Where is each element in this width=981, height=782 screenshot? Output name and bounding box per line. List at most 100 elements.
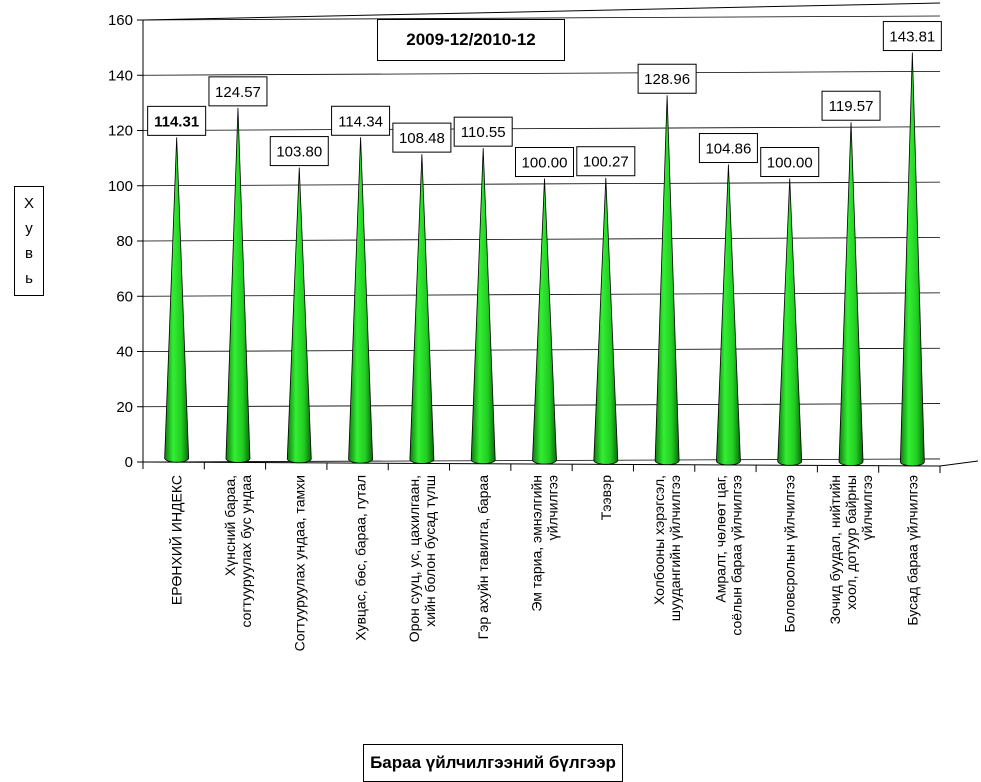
bar-cone <box>164 137 190 463</box>
chart-title: 2009-12/2010-12 <box>377 19 565 61</box>
x-axis-title: Бараа үйлчилгээний бүлгээр <box>363 744 623 782</box>
data-label: 104.86 <box>698 133 758 164</box>
data-label-text: 110.55 <box>461 124 506 141</box>
data-label-text: 103.80 <box>276 144 322 161</box>
category-label-line: Амралт, чөлөөт цаг, <box>712 475 728 603</box>
category-label: Боловсролын үйлчилгээ <box>782 475 798 633</box>
bar-cone <box>716 164 741 466</box>
data-label: 114.31 <box>147 105 207 136</box>
data-label-text: 143.81 <box>889 29 935 46</box>
y-tick-label: 120 <box>108 123 133 140</box>
bar <box>286 167 312 464</box>
category-label-line: соёлын бараа үйлчилгээ <box>728 475 744 636</box>
category-label-line: Хувцас, бөс, бараа, гутал <box>353 475 369 641</box>
gridline <box>142 126 941 131</box>
category-label: Хүнсний бараа, согтууруулах бус ундаа <box>222 475 254 628</box>
data-label-text: 128.96 <box>644 71 690 88</box>
data-label: 119.57 <box>821 90 881 121</box>
category-label-line: хийн болон бусад түлш <box>422 475 438 627</box>
category-label-line: үйлчилгээ <box>545 475 561 540</box>
category-labels: ЕРӨНХИЙ ИНДЕКС Хүнсний бараа, согтууруулах… <box>168 475 921 652</box>
data-label-text: 114.31 <box>154 113 199 130</box>
bar-cone <box>348 137 373 464</box>
category-label: Зочид буудал, нийтийн хоол, дотуур байрны… <box>827 475 875 624</box>
category-label: Согтууруулах ундаа, тамхи <box>291 475 307 651</box>
floor-edge <box>939 460 979 467</box>
data-label-box <box>453 116 513 147</box>
bar-cone <box>286 167 312 464</box>
y-tick-label: 100 <box>108 178 133 195</box>
category-label-line: Бусад бараа үйлчилгээ <box>904 475 920 626</box>
data-label-box <box>576 146 636 177</box>
data-label: 103.80 <box>269 136 329 167</box>
y-axis-title-char: Х <box>23 195 34 212</box>
category-label: ЕРӨНХИЙ ИНДЕКС <box>168 475 185 605</box>
data-label-box <box>515 147 574 177</box>
data-label-text: 100.27 <box>583 154 629 171</box>
bars <box>164 52 925 467</box>
bar <box>716 164 741 466</box>
bar <box>348 137 373 464</box>
data-label: 108.48 <box>392 122 452 153</box>
data-label-text: 114.34 <box>338 113 383 130</box>
data-label: 114.34 <box>331 105 391 136</box>
data-label: 100.00 <box>760 147 820 177</box>
y-axis-title-char: в <box>25 245 33 262</box>
gridline <box>142 237 941 242</box>
y-tick-label: 140 <box>108 67 133 84</box>
category-label: Бусад бараа үйлчилгээ <box>904 475 920 626</box>
data-label-text: 108.48 <box>399 130 445 147</box>
data-label-box <box>637 63 697 94</box>
bar-cone <box>409 154 435 464</box>
data-label-text: 100.00 <box>767 155 813 172</box>
category-label-line: Эм тариа, эмнэлгийн <box>529 475 545 612</box>
plot-top-edge <box>142 2 941 21</box>
category-label: Тээвэр <box>598 475 614 520</box>
category-label-line: Холбооны хэрэгсэл, <box>651 475 667 605</box>
data-label-text: 124.57 <box>215 84 261 101</box>
bar <box>593 177 619 465</box>
category-label-line: ЕРӨНХИЙ ИНДЕКС <box>168 475 185 605</box>
bar <box>777 178 803 466</box>
category-label-line: үйлчилгээ <box>859 475 875 540</box>
category-label-line: Боловсролын үйлчилгээ <box>782 475 798 633</box>
bar <box>899 52 925 467</box>
bar <box>470 148 496 465</box>
bar <box>164 137 190 463</box>
category-label-line: Гэр ахуйн тавилга, бараа <box>475 475 491 640</box>
data-label-box <box>331 105 391 136</box>
category-label-line: шуудангийн үйлчилгээ <box>667 475 683 621</box>
gridline <box>142 181 941 187</box>
category-label: Хувцас, бөс, бараа, гутал <box>353 475 369 641</box>
data-labels: 114.31 124.57 103.80 114.34 108.48 110.55 100.… <box>147 21 942 177</box>
bar-cone <box>654 95 680 466</box>
data-label-box <box>269 136 329 167</box>
category-label: Холбооны хэрэгсэл, шуудангийн үйлчилгээ <box>651 475 683 621</box>
bar <box>654 95 680 466</box>
category-label-line: Согтууруулах ундаа, тамхи <box>291 475 307 651</box>
category-label-line: согтууруулах бус ундаа <box>238 475 254 628</box>
y-axis-title: Х у в ь <box>14 186 44 296</box>
x-axis <box>142 462 941 473</box>
category-label-line: Хүнсний бараа, <box>222 475 238 576</box>
category-label-line: Орон сууц, ус, цахилгаан, <box>406 475 422 642</box>
y-tick-label: 40 <box>116 344 133 361</box>
bar-cone <box>899 52 925 467</box>
data-label-box <box>821 90 881 121</box>
gridline <box>142 15 941 21</box>
bar <box>838 122 864 466</box>
bar <box>225 107 251 463</box>
data-label: 100.27 <box>576 146 636 177</box>
category-label-line: Зочид буудал, нийтийн <box>827 475 843 624</box>
y-tick-label: 0 <box>125 454 133 471</box>
category-label: Амралт, чөлөөт цаг, соёлын бараа үйлчилгэ… <box>712 475 744 636</box>
y-axis-title-char: ь <box>25 270 33 287</box>
bar-cone <box>532 178 557 465</box>
data-label-box <box>882 21 942 52</box>
data-label-box <box>698 133 758 164</box>
data-label-box <box>760 147 820 177</box>
data-label-box <box>392 122 452 153</box>
bar-cone <box>777 178 803 466</box>
data-label: 124.57 <box>208 76 268 107</box>
bar-cone <box>470 148 496 465</box>
